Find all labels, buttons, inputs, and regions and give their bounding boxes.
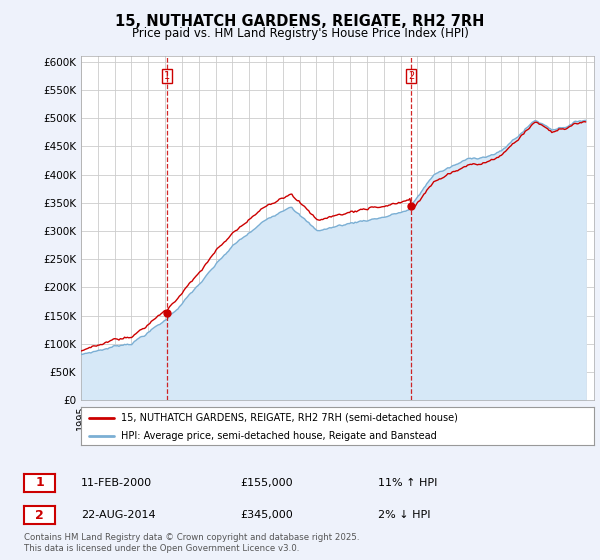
- Text: 2: 2: [35, 508, 44, 522]
- Text: £345,000: £345,000: [240, 510, 293, 520]
- Text: 2% ↓ HPI: 2% ↓ HPI: [378, 510, 431, 520]
- Text: 15, NUTHATCH GARDENS, REIGATE, RH2 7RH: 15, NUTHATCH GARDENS, REIGATE, RH2 7RH: [115, 14, 485, 29]
- Text: £155,000: £155,000: [240, 478, 293, 488]
- Text: Price paid vs. HM Land Registry's House Price Index (HPI): Price paid vs. HM Land Registry's House …: [131, 27, 469, 40]
- Text: 22-AUG-2014: 22-AUG-2014: [81, 510, 155, 520]
- Text: Contains HM Land Registry data © Crown copyright and database right 2025.
This d: Contains HM Land Registry data © Crown c…: [24, 533, 359, 553]
- Text: HPI: Average price, semi-detached house, Reigate and Banstead: HPI: Average price, semi-detached house,…: [121, 431, 437, 441]
- Text: 1: 1: [35, 476, 44, 489]
- Text: 1: 1: [164, 71, 170, 81]
- Text: 11-FEB-2000: 11-FEB-2000: [81, 478, 152, 488]
- Text: 11% ↑ HPI: 11% ↑ HPI: [378, 478, 437, 488]
- Text: 15, NUTHATCH GARDENS, REIGATE, RH2 7RH (semi-detached house): 15, NUTHATCH GARDENS, REIGATE, RH2 7RH (…: [121, 413, 458, 423]
- Text: 2: 2: [408, 71, 415, 81]
